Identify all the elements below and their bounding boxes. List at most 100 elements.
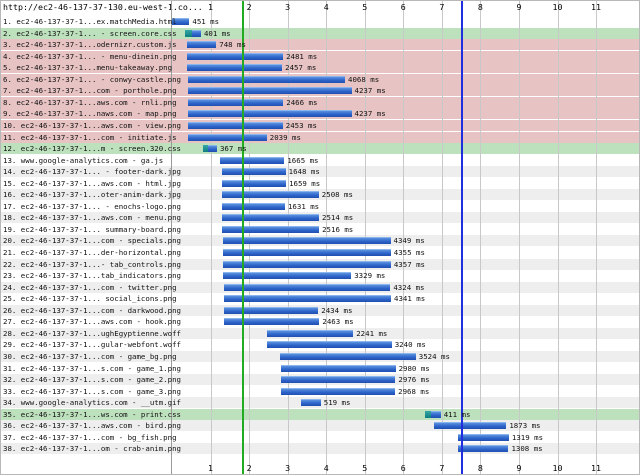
request-bar[interactable] [424, 410, 441, 418]
request-row[interactable]: 20. ec2-46-137-37-1...com - specials.png… [0, 235, 640, 247]
request-row[interactable]: 28. ec2-46-137-37-1...ughEgyptienne.woff… [0, 327, 640, 339]
request-bar[interactable] [188, 133, 267, 141]
request-row[interactable]: 35. ec2-46-137-37-1...ws.com - print.css… [0, 408, 640, 420]
request-label[interactable]: 15. ec2-46-137-37-1...aws.com - html.jpg [3, 178, 181, 188]
request-bar[interactable] [222, 191, 319, 199]
request-bar[interactable] [222, 214, 320, 222]
request-row[interactable]: 18. ec2-46-137-37-1...aws.com - menu.png… [0, 212, 640, 224]
request-bar[interactable] [220, 156, 285, 164]
request-bar[interactable] [266, 329, 354, 337]
request-bar[interactable] [172, 18, 190, 25]
request-row[interactable]: 24. ec2-46-137-37-1...com - twitter.png 4… [0, 281, 640, 293]
request-label[interactable]: 19. ec2-46-137-37-1... summary-board.png [3, 224, 181, 234]
request-label[interactable]: 11. ec2-46-137-37-1...com - initiate.js [3, 132, 177, 142]
request-row[interactable]: 33. ec2-46-137-37-1...s.com - game_3.png… [0, 385, 640, 397]
request-bar[interactable] [280, 376, 396, 384]
request-bar[interactable] [187, 64, 283, 72]
request-bar[interactable] [458, 433, 509, 441]
request-label[interactable]: 34. www.google-analytics.com - __utm.gif [3, 398, 181, 408]
request-row[interactable]: 10. ec2-46-137-37-1...aws.com - view.png… [0, 119, 640, 131]
request-label[interactable]: 1. ec2-46-137-37-1...ex.matchMedia.html [3, 17, 177, 26]
request-row[interactable]: 7. ec2-46-137-37-1...com - porthole.png 4… [0, 85, 640, 97]
request-row[interactable]: 21. ec2-46-137-37-1...der-horizontal.png… [0, 247, 640, 258]
request-label[interactable]: 23. ec2-46-137-37-1...tab_indicators.png [3, 271, 181, 281]
request-row[interactable]: 27. ec2-46-137-37-1...aws.com - hook.png… [0, 316, 640, 328]
request-bar[interactable] [188, 87, 352, 95]
request-bar[interactable] [266, 341, 392, 349]
request-bar[interactable] [222, 260, 391, 268]
request-label[interactable]: 18. ec2-46-137-37-1...aws.com - menu.png [3, 213, 181, 223]
request-label[interactable]: 37. ec2-46-137-37-1...com - bg_fish.png [3, 432, 177, 442]
request-row[interactable]: 11. ec2-46-137-37-1...com - initiate.js 2… [0, 131, 640, 143]
request-bar[interactable] [188, 98, 284, 106]
request-bar[interactable] [222, 237, 391, 245]
request-label[interactable]: 33. ec2-46-137-37-1...s.com - game_3.png [3, 386, 181, 396]
request-label[interactable]: 12. ec2-46-137-37-1...m - screen.320.css [3, 144, 181, 154]
request-bar[interactable] [224, 306, 319, 314]
request-label[interactable]: 30. ec2-46-137-37-1...com - game_bg.png [3, 351, 177, 361]
request-bar[interactable] [188, 75, 345, 83]
request-label[interactable]: 10. ec2-46-137-37-1...aws.com - view.png [3, 120, 181, 130]
request-label[interactable]: 24. ec2-46-137-37-1...com - twitter.png [3, 282, 177, 292]
request-bar[interactable] [202, 145, 217, 153]
request-row[interactable]: 14. ec2-46-137-37-1... - footer-dark.jpg… [0, 166, 640, 178]
request-row[interactable]: 3. ec2-46-137-37-1...odernizr.custom.js 7… [0, 39, 640, 51]
request-bar[interactable] [458, 445, 509, 453]
request-bar[interactable] [222, 225, 320, 233]
request-row[interactable]: 26. ec2-46-137-37-1...com - darkwood.png… [0, 304, 640, 316]
request-row[interactable]: 1. ec2-46-137-37-1...ex.matchMedia.html 4… [0, 16, 640, 27]
request-label[interactable]: 32. ec2-46-137-37-1...s.com - game_2.png [3, 375, 181, 385]
request-row[interactable]: 36. ec2-46-137-37-1...aws.com - bird.png… [0, 420, 640, 432]
request-row[interactable]: 15. ec2-46-137-37-1...aws.com - html.jpg… [0, 177, 640, 189]
request-label[interactable]: 25. ec2-46-137-37-1... social_icons.png [3, 294, 177, 304]
request-row[interactable]: 30. ec2-46-137-37-1...com - game_bg.png 3… [0, 350, 640, 362]
request-label[interactable]: 2. ec2-46-137-37-1... - screen.core.css [3, 28, 177, 38]
request-label[interactable]: 8. ec2-46-137-37-1...aws.com - rnli.png [3, 97, 177, 107]
request-label[interactable]: 16. ec2-46-137-37-1...oter-anim-dark.jpg [3, 190, 181, 200]
request-label[interactable]: 14. ec2-46-137-37-1... - footer-dark.jpg [3, 167, 181, 177]
request-label[interactable]: 4. ec2-46-137-37-1... - menu-dinein.png [3, 51, 177, 61]
request-row[interactable]: 17. ec2-46-137-37-1... - enochs-logo.png… [0, 200, 640, 212]
request-label[interactable]: 38. ec2-46-137-37-1...om - crab-anim.png [3, 444, 181, 454]
request-label[interactable]: 31. ec2-46-137-37-1...s.com - game_1.png [3, 363, 181, 373]
request-row[interactable]: 4. ec2-46-137-37-1... - menu-dinein.png 2… [0, 50, 640, 62]
request-row[interactable]: 25. ec2-46-137-37-1... social_icons.png 4… [0, 293, 640, 305]
request-bar[interactable] [188, 110, 352, 118]
request-row[interactable]: 8. ec2-46-137-37-1...aws.com - rnli.png 2… [0, 96, 640, 108]
request-bar[interactable] [224, 318, 320, 326]
request-label[interactable]: 7. ec2-46-137-37-1...com - porthole.png [3, 86, 177, 96]
request-row[interactable]: 6. ec2-46-137-37-1... - conwy-castle.png… [0, 73, 640, 85]
request-row[interactable]: 13. www.google-analytics.com - ga.js 1665… [0, 154, 640, 166]
request-bar[interactable] [223, 283, 391, 291]
request-bar[interactable] [300, 399, 321, 407]
request-row[interactable]: 5. ec2-46-137-37-1...menu-takeaway.png 24… [0, 62, 640, 74]
request-row[interactable]: 32. ec2-46-137-37-1...s.com - game_2.png… [0, 374, 640, 386]
request-row[interactable]: 34. www.google-analytics.com - __utm.gif… [0, 397, 640, 409]
request-bar[interactable] [222, 168, 286, 176]
request-bar[interactable] [279, 352, 416, 360]
request-label[interactable]: 27. ec2-46-137-37-1...aws.com - hook.png [3, 317, 181, 327]
request-bar[interactable] [187, 41, 217, 49]
request-label[interactable]: 5. ec2-46-137-37-1...menu-takeaway.png [3, 63, 173, 73]
request-label[interactable]: 13. www.google-analytics.com - ga.js [3, 155, 164, 165]
request-row[interactable]: 16. ec2-46-137-37-1...oter-anim-dark.jpg… [0, 189, 640, 201]
request-label[interactable]: 9. ec2-46-137-37-1...naws.com - map.png [3, 109, 177, 119]
request-label[interactable]: 17. ec2-46-137-37-1... - enochs-logo.png [3, 201, 181, 211]
request-row[interactable]: 37. ec2-46-137-37-1...com - bg_fish.png 1… [0, 431, 640, 443]
request-row[interactable]: 22. ec2-46-137-37-1...- tab_controls.png… [0, 258, 640, 270]
request-bar[interactable] [434, 422, 507, 430]
request-row[interactable]: 19. ec2-46-137-37-1... summary-board.png… [0, 223, 640, 235]
request-label[interactable]: 36. ec2-46-137-37-1...aws.com - bird.png [3, 421, 181, 431]
request-bar[interactable] [280, 364, 396, 372]
request-row[interactable]: 29. ec2-46-137-37-1...gular-webfont.woff… [0, 339, 640, 351]
request-row[interactable]: 2. ec2-46-137-37-1... - screen.core.css 4… [0, 27, 640, 39]
request-label[interactable]: 22. ec2-46-137-37-1...- tab_controls.png [3, 259, 181, 269]
request-label[interactable]: 29. ec2-46-137-37-1...gular-webfont.woff [3, 340, 181, 350]
request-bar[interactable] [222, 272, 352, 280]
request-label[interactable]: 35. ec2-46-137-37-1...ws.com - print.css [3, 409, 181, 419]
request-row[interactable]: 9. ec2-46-137-37-1...naws.com - map.png 4… [0, 108, 640, 120]
request-row[interactable]: 31. ec2-46-137-37-1...s.com - game_1.png… [0, 362, 640, 374]
request-label[interactable]: 28. ec2-46-137-37-1...ughEgyptienne.woff [3, 328, 181, 338]
request-row[interactable]: 23. ec2-46-137-37-1...tab_indicators.png… [0, 270, 640, 282]
request-label[interactable]: 21. ec2-46-137-37-1...der-horizontal.png [3, 248, 181, 257]
